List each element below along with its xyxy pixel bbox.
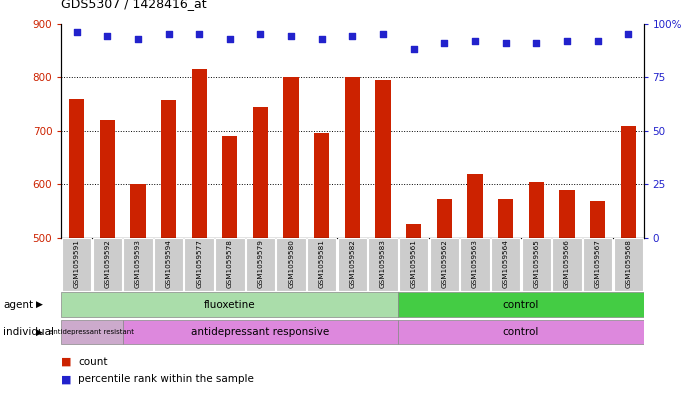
Text: ▶: ▶	[36, 328, 43, 336]
Bar	[185, 238, 214, 291]
Bar	[62, 238, 91, 291]
Bar	[406, 224, 422, 238]
Point	[592, 38, 603, 44]
Bar	[552, 238, 582, 291]
Text: ■: ■	[61, 356, 72, 367]
Bar	[130, 184, 146, 238]
Bar	[246, 238, 275, 291]
Point	[347, 33, 358, 40]
Bar	[61, 320, 123, 344]
Bar	[99, 120, 115, 238]
Bar	[276, 238, 306, 291]
Bar	[154, 238, 183, 291]
Point	[500, 40, 511, 46]
Text: GSM1059565: GSM1059565	[533, 239, 539, 288]
Text: GSM1059594: GSM1059594	[165, 239, 172, 288]
Text: GSM1059579: GSM1059579	[257, 239, 264, 288]
Text: fluoxetine: fluoxetine	[204, 299, 255, 310]
Bar	[215, 238, 244, 291]
Point	[439, 40, 449, 46]
Bar	[161, 100, 176, 238]
Text: GSM1059567: GSM1059567	[595, 239, 601, 288]
Text: GSM1059563: GSM1059563	[472, 239, 478, 288]
Point	[561, 38, 572, 44]
Bar	[253, 107, 268, 238]
Bar	[123, 238, 153, 291]
Bar	[491, 238, 520, 291]
Text: GSM1059564: GSM1059564	[503, 239, 509, 288]
Bar	[398, 292, 644, 317]
Point	[163, 31, 174, 37]
Bar	[590, 201, 605, 238]
Bar	[498, 199, 513, 238]
Bar	[460, 238, 490, 291]
Point	[255, 31, 266, 37]
Text: count: count	[78, 356, 108, 367]
Text: GSM1059592: GSM1059592	[104, 239, 110, 288]
Point	[622, 31, 633, 37]
Bar	[307, 238, 336, 291]
Bar	[522, 238, 551, 291]
Point	[132, 35, 143, 42]
Text: GSM1059578: GSM1059578	[227, 239, 233, 288]
Bar	[399, 238, 428, 291]
Text: GSM1059561: GSM1059561	[411, 239, 417, 288]
Point	[286, 33, 297, 40]
Text: control: control	[503, 327, 539, 337]
Text: GSM1059577: GSM1059577	[196, 239, 202, 288]
Bar	[614, 238, 643, 291]
Bar	[467, 173, 483, 238]
Bar	[620, 127, 636, 238]
Bar	[123, 320, 398, 344]
Point	[531, 40, 542, 46]
Text: GSM1059568: GSM1059568	[625, 239, 631, 288]
Text: control: control	[503, 299, 539, 310]
Bar	[191, 69, 207, 238]
Bar	[430, 238, 459, 291]
Text: GSM1059562: GSM1059562	[441, 239, 447, 288]
Bar	[61, 292, 398, 317]
Point	[224, 35, 236, 42]
Bar	[398, 320, 644, 344]
Text: GSM1059580: GSM1059580	[288, 239, 294, 288]
Text: ▶: ▶	[36, 300, 43, 309]
Point	[377, 31, 388, 37]
Bar	[375, 80, 391, 238]
Point	[470, 38, 481, 44]
Bar	[93, 238, 122, 291]
Text: GSM1059581: GSM1059581	[319, 239, 325, 288]
Bar	[583, 238, 612, 291]
Bar	[437, 199, 452, 238]
Bar	[283, 77, 299, 238]
Bar	[314, 133, 330, 238]
Text: GDS5307 / 1428416_at: GDS5307 / 1428416_at	[61, 0, 207, 10]
Point	[101, 33, 112, 40]
Bar	[528, 182, 544, 238]
Point	[316, 35, 327, 42]
Text: GSM1059566: GSM1059566	[564, 239, 570, 288]
Text: antidepressant resistant: antidepressant resistant	[50, 329, 134, 335]
Text: GSM1059591: GSM1059591	[74, 239, 80, 288]
Bar	[222, 136, 238, 238]
Text: ■: ■	[61, 374, 72, 384]
Point	[193, 31, 204, 37]
Bar	[338, 238, 367, 291]
Text: individual: individual	[3, 327, 54, 337]
Bar	[368, 238, 398, 291]
Bar	[559, 189, 575, 238]
Text: antidepressant responsive: antidepressant responsive	[191, 327, 330, 337]
Text: percentile rank within the sample: percentile rank within the sample	[78, 374, 254, 384]
Text: agent: agent	[3, 299, 33, 310]
Bar	[345, 77, 360, 238]
Text: GSM1059593: GSM1059593	[135, 239, 141, 288]
Point	[71, 29, 82, 35]
Bar	[69, 99, 84, 238]
Point	[408, 46, 419, 52]
Text: GSM1059583: GSM1059583	[380, 239, 386, 288]
Text: GSM1059582: GSM1059582	[349, 239, 355, 288]
